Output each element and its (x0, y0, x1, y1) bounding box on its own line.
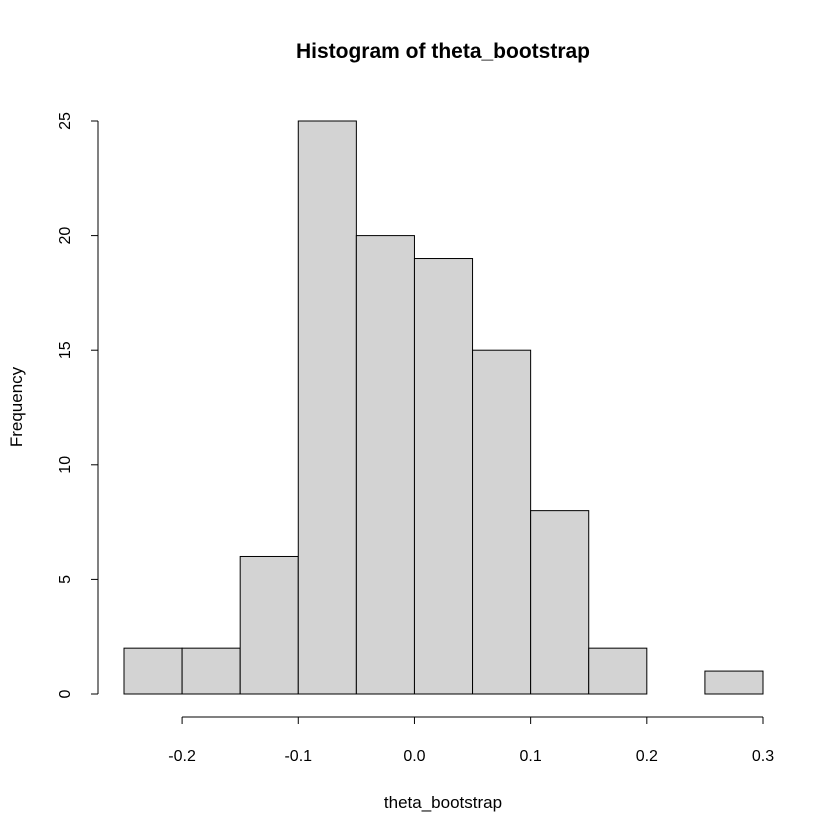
chart-title: Histogram of theta_bootstrap (296, 40, 590, 63)
histogram-bar (472, 349, 532, 695)
y-tick-label: 25 (57, 112, 74, 130)
y-tick-label: 15 (57, 341, 74, 359)
x-tick-label: 0.3 (752, 748, 774, 765)
x-tick-label: 0.2 (636, 748, 658, 765)
x-tick-label: -0.2 (168, 748, 196, 765)
histogram-bar (297, 120, 357, 695)
histogram-bar (355, 235, 415, 695)
bars (123, 120, 764, 695)
histogram-bar (413, 258, 474, 695)
x-axis: -0.2 -0.1 0.0 0.1 0.2 0.3 (168, 716, 774, 765)
y-axis: 0 5 10 15 20 25 (57, 112, 99, 698)
histogram-bar (704, 670, 764, 695)
histogram-bar (239, 555, 299, 695)
y-tick-label: 0 (57, 689, 74, 698)
y-tick-label: 5 (57, 575, 74, 584)
x-tick-label: 0.0 (403, 748, 425, 765)
y-tick-label: 20 (57, 227, 74, 245)
histogram-bar (123, 647, 183, 695)
histogram-bar (530, 510, 590, 695)
x-tick-label: 0.1 (520, 748, 542, 765)
y-tick-label: 10 (57, 456, 74, 474)
x-tick-label: -0.1 (284, 748, 312, 765)
histogram-bar (588, 647, 648, 695)
histogram-bar (181, 647, 241, 695)
y-axis-label: Frequency (7, 366, 26, 447)
x-axis-label: theta_bootstrap (384, 793, 502, 812)
